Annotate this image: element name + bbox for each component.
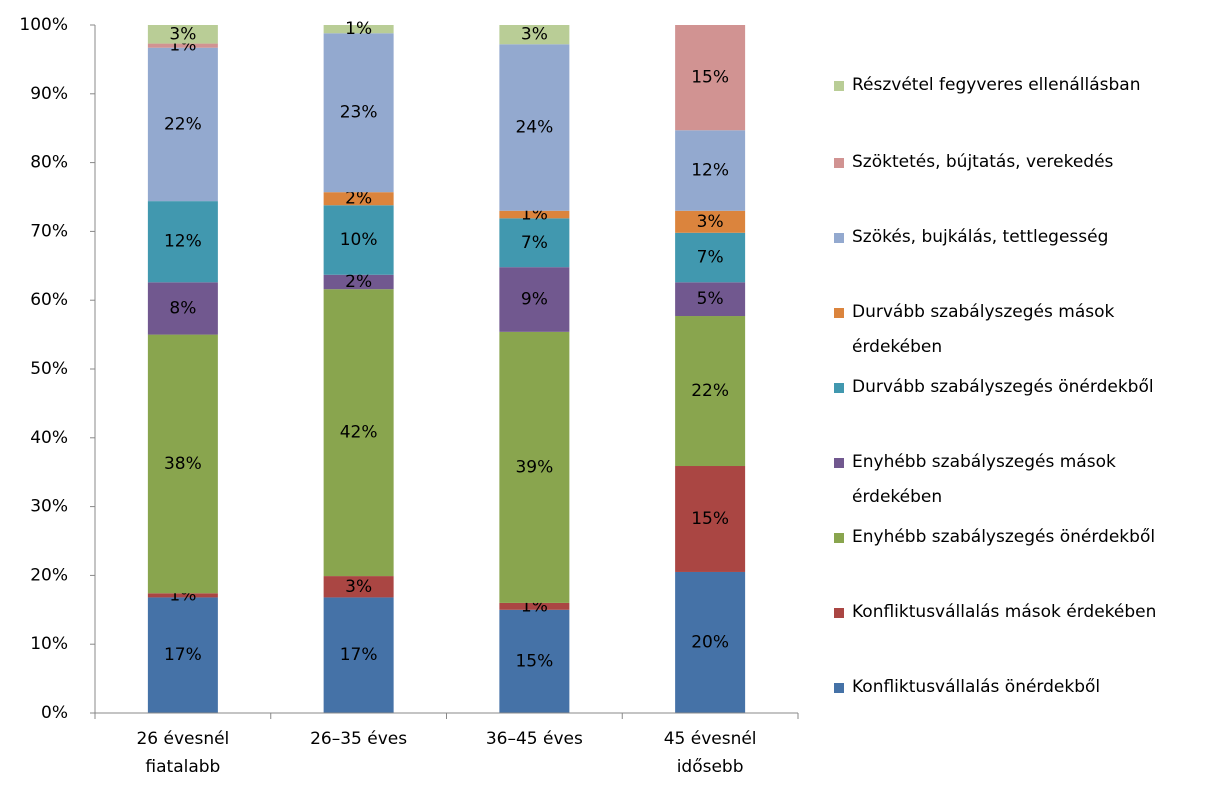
y-tick-label: 90% — [30, 84, 68, 104]
bar-segment — [323, 33, 394, 193]
data-label: 17% — [164, 645, 202, 665]
bar-segment — [323, 274, 394, 290]
data-label: 24% — [515, 118, 553, 138]
bar-segment — [147, 43, 218, 48]
legend-label: Durvább szabályszegés mások érdekében — [852, 302, 1115, 357]
legend-label: Szöktetés, bújtatás, verekedés — [852, 152, 1114, 172]
y-tick-label: 10% — [30, 634, 68, 654]
bar-segment — [499, 44, 570, 211]
bar-segment — [323, 205, 394, 275]
legend-swatch — [834, 81, 844, 91]
data-label: 3% — [521, 25, 548, 45]
bar-segment — [675, 232, 746, 283]
y-tick-label: 60% — [30, 290, 68, 310]
bar-segment — [499, 218, 570, 268]
y-tick-label: 0% — [41, 703, 68, 723]
x-tick-label: 26 évesnél fiatalabb — [136, 729, 230, 777]
legend-swatch — [834, 458, 844, 468]
legend-swatch — [834, 233, 844, 243]
legend-swatch — [834, 533, 844, 543]
bar-segment — [675, 25, 746, 131]
bar-segment — [675, 210, 746, 233]
y-tick-label: 50% — [30, 359, 68, 379]
bar-segment — [675, 316, 746, 467]
legend-swatch — [834, 383, 844, 393]
data-label: 15% — [515, 651, 553, 671]
data-label: 38% — [164, 454, 202, 474]
data-label: 3% — [697, 212, 724, 232]
y-tick-label: 20% — [30, 565, 68, 585]
legend-label: Konfliktusvállalás mások érdekében — [852, 602, 1157, 622]
data-label: 22% — [691, 381, 729, 401]
data-label: 23% — [340, 103, 378, 123]
legend-swatch — [834, 608, 844, 618]
y-tick-label: 30% — [30, 497, 68, 517]
legend-label: Konfliktusvállalás önérdekből — [852, 677, 1101, 697]
bar-segment — [675, 571, 746, 713]
data-label: 8% — [169, 298, 196, 318]
legend-swatch — [834, 158, 844, 168]
legend-label: Részvétel fegyveres ellenállásban — [852, 75, 1141, 95]
bar-segment — [675, 282, 746, 317]
x-tick-label: 36–45 éves — [485, 729, 583, 749]
bar-segment — [499, 267, 570, 332]
bar-segment — [499, 331, 570, 603]
data-label: 2% — [345, 272, 372, 292]
bar-segment — [147, 593, 218, 598]
data-label: 7% — [521, 233, 548, 253]
data-label: 12% — [164, 232, 202, 252]
legend-swatch — [834, 308, 844, 318]
bar-segment — [323, 576, 394, 598]
data-label: 22% — [164, 114, 202, 134]
bar-segment — [147, 282, 218, 335]
bar-segment — [499, 602, 570, 610]
bar-segment — [675, 130, 746, 211]
x-tick-label: 45 évesnél idősebb — [663, 729, 757, 777]
bar-segment — [147, 597, 218, 713]
data-label: 39% — [515, 457, 553, 477]
x-tick-label: 26–35 éves — [310, 729, 408, 749]
y-tick-label: 40% — [30, 428, 68, 448]
bar-segment — [323, 289, 394, 577]
data-label: 20% — [691, 632, 729, 652]
bar-segment — [147, 334, 218, 594]
y-tick-label: 70% — [30, 221, 68, 241]
data-label: 2% — [345, 189, 372, 209]
bar-segment — [499, 25, 570, 45]
bar-segment — [147, 47, 218, 202]
data-label: 9% — [521, 290, 548, 310]
bar-segment — [323, 25, 394, 34]
data-label: 1% — [345, 19, 372, 39]
legend-label: Enyhébb szabályszegés önérdekből — [852, 527, 1156, 547]
y-tick-label: 100% — [19, 15, 68, 35]
data-label: 3% — [345, 577, 372, 597]
bar-segment — [499, 609, 570, 713]
legend-label: Enyhébb szabályszegés mások érdekében — [852, 452, 1116, 507]
bar-segment — [147, 25, 218, 44]
data-label: 12% — [691, 161, 729, 181]
data-label: 42% — [340, 423, 378, 443]
bar-segment — [499, 210, 570, 219]
bar-segment — [323, 192, 394, 206]
legend-label: Durvább szabályszegés önérdekből — [852, 377, 1154, 397]
data-label: 17% — [340, 645, 378, 665]
data-label: 5% — [697, 289, 724, 309]
bar-segment — [675, 466, 746, 572]
legend-swatch — [834, 683, 844, 693]
y-tick-label: 80% — [30, 153, 68, 173]
data-label: 10% — [340, 230, 378, 250]
bar-segment — [147, 201, 218, 283]
legend-label: Szökés, bujkálás, tettlegesség — [852, 227, 1109, 247]
data-label: 15% — [691, 68, 729, 88]
data-label: 15% — [691, 509, 729, 529]
data-label: 7% — [697, 248, 724, 268]
data-label: 3% — [169, 24, 196, 44]
bar-segment — [323, 597, 394, 713]
